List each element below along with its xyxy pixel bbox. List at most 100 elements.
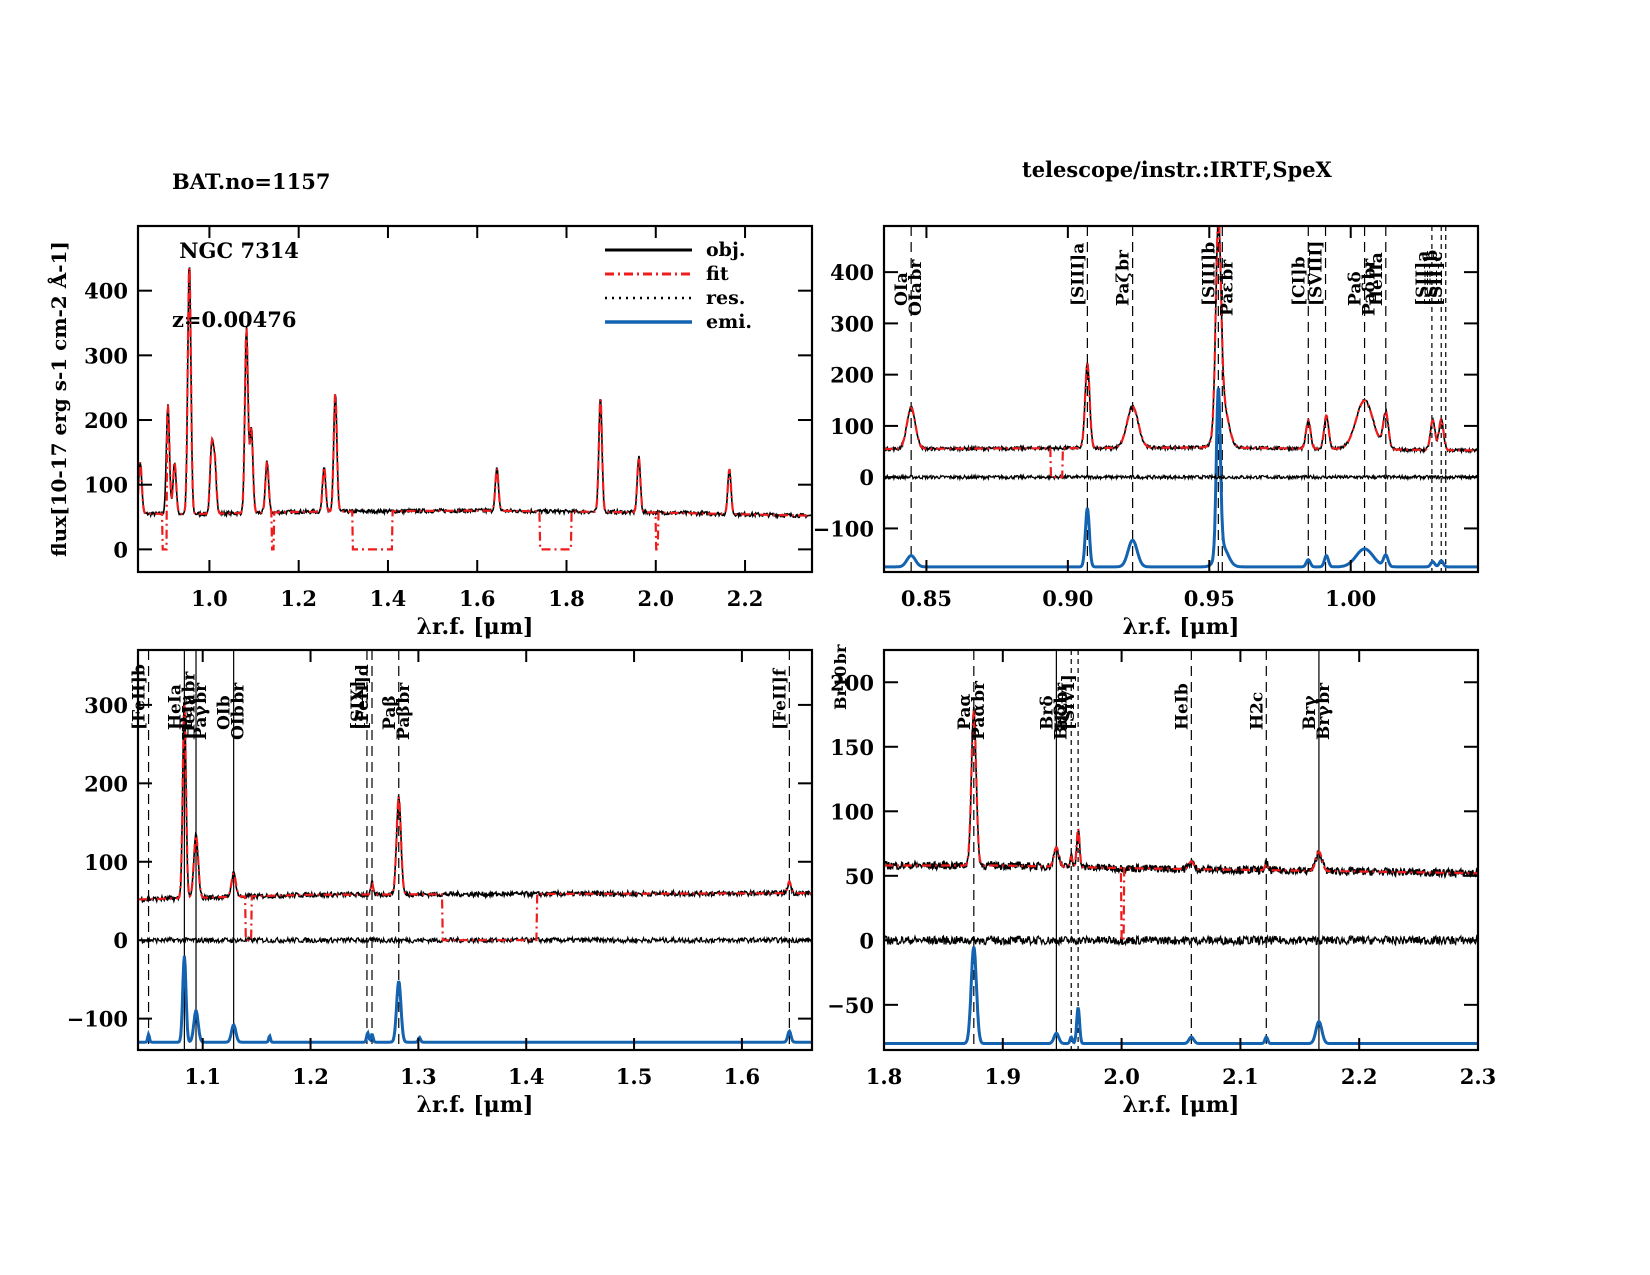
x-tick-label: 1.5 [616, 1064, 653, 1089]
line-label: Paβ br [394, 682, 414, 740]
y-tick-label: 100 [84, 473, 128, 498]
plot-area [884, 226, 1478, 572]
series-res [138, 935, 812, 946]
legend-label: res. [706, 287, 745, 309]
line-label: [FeII]f [770, 667, 790, 730]
axes-frame [136, 648, 814, 1052]
telescope-label: telescope/instr.:IRTF,SpeX [1022, 157, 1332, 182]
y-tick-label: 150 [830, 735, 874, 760]
series-emi [884, 387, 1478, 569]
x-tick-label: 2.3 [1460, 1064, 1497, 1089]
x-tick-label: 1.2 [280, 586, 317, 611]
x-tick-label: 1.00 [1325, 586, 1376, 611]
series-obj [884, 226, 1478, 455]
line-label: Paζ br [1114, 249, 1134, 306]
series-emi [884, 946, 1478, 1045]
line-label: [SVIII] [1307, 241, 1327, 306]
line-label: HeIa [165, 684, 185, 730]
x-tick-label: 2.2 [727, 586, 764, 611]
line-label: Paδ [1346, 271, 1366, 306]
series-obj [138, 701, 812, 904]
plot-area [138, 650, 812, 1050]
y-tick-label: 0 [859, 465, 874, 490]
edge-line-label: Br10 br [831, 644, 850, 710]
line-label: Paγ [177, 695, 197, 730]
x-tick-label: 1.2 [292, 1064, 329, 1089]
line-label: Brδ br [1051, 682, 1071, 740]
y-tick-label: 400 [84, 279, 128, 304]
y-tick-label: 100 [830, 414, 874, 439]
x-tick-label: 1.9 [985, 1064, 1022, 1089]
series-fit [884, 710, 1478, 942]
x-tick-label: 0.90 [1042, 586, 1093, 611]
x-tick-label: 1.8 [548, 586, 585, 611]
y-tick-label: 0 [113, 928, 128, 953]
legend-label: fit [706, 263, 729, 285]
line-label: [FeII]b [130, 664, 150, 730]
line-label: Paα [955, 694, 975, 730]
y-tick-label: −100 [67, 1007, 128, 1032]
line-label: Paδ br [1360, 258, 1380, 316]
x-tick-label: 1.4 [508, 1064, 545, 1089]
line-label: Brγ [1300, 695, 1320, 730]
y-tick-label: 200 [84, 408, 128, 433]
x-axis-label: λr.f. [μm] [417, 1092, 534, 1118]
object-name: NGC 7314 [172, 238, 299, 263]
x-axis-label: λr.f. [μm] [1123, 1092, 1240, 1118]
line-label: [SiVI] [1059, 674, 1079, 730]
axes-frame [136, 224, 814, 574]
line-label: [FeII]d [353, 664, 373, 730]
plot-area [138, 267, 812, 551]
y-axis-label: flux[10-17 erg s-1 cm-2 Å-1] [47, 241, 71, 557]
axes-frame [882, 648, 1480, 1052]
panel-full: 1.0 1.2 1.4 1.6 1.8 2.0 2.2 0 100 200 300 400 λr.f. … [47, 224, 814, 640]
y-tick-label: 300 [84, 693, 128, 718]
line-label: [SIII]b [1199, 242, 1219, 306]
line-label: [SII]c [1427, 251, 1447, 306]
y-tick-label: 300 [830, 311, 874, 336]
axes-frame [882, 224, 1480, 574]
x-tick-label: 2.0 [1103, 1064, 1140, 1089]
y-tick-label: 200 [830, 670, 874, 695]
line-label: H2c [1247, 692, 1267, 730]
line-label: OIa br [906, 259, 926, 316]
x-tick-label: 0.95 [1184, 586, 1235, 611]
line-label: OIb [215, 695, 235, 730]
y-tick-label: 0 [859, 928, 874, 953]
y-tick-label: 400 [830, 260, 874, 285]
x-tick-label: 2.2 [1341, 1064, 1378, 1089]
x-tick-label: 0.85 [901, 586, 952, 611]
line-label: Brδ [1037, 695, 1057, 730]
x-tick-label: 1.6 [459, 586, 496, 611]
legend-label: obj. [706, 239, 745, 261]
x-tick-label: 1.3 [400, 1064, 437, 1089]
line-label: OIa [892, 272, 912, 306]
y-tick-label: 200 [84, 771, 128, 796]
x-tick-label: 1.4 [370, 586, 407, 611]
series-emi [138, 955, 812, 1044]
line-label: HeIIa [1367, 252, 1387, 306]
series-fit [138, 702, 812, 942]
x-axis-label: λr.f. [μm] [417, 614, 534, 640]
line-label: Paα br [969, 680, 989, 740]
x-axis-label: λr.f. [μm] [1123, 614, 1240, 640]
line-label: [SIX] [348, 680, 368, 730]
plot-area [884, 650, 1478, 1050]
line-label: [SII]b [1422, 250, 1442, 306]
y-tick-label: −50 [827, 993, 874, 1018]
x-tick-label: 2.1 [1222, 1064, 1259, 1089]
line-label: Brγ br [1314, 682, 1334, 740]
x-tick-label: 2.0 [638, 586, 675, 611]
line-label: OIb br [229, 682, 249, 740]
x-tick-label: 1.1 [184, 1064, 221, 1089]
bat-number: BAT.no=1157 [172, 169, 331, 194]
line-label: HeIb [1172, 683, 1192, 730]
series-fit [884, 226, 1478, 479]
y-tick-label: −100 [813, 516, 874, 541]
series-res [884, 473, 1478, 482]
legend-label: emi. [706, 311, 752, 333]
x-tick-label: 1.0 [191, 586, 228, 611]
